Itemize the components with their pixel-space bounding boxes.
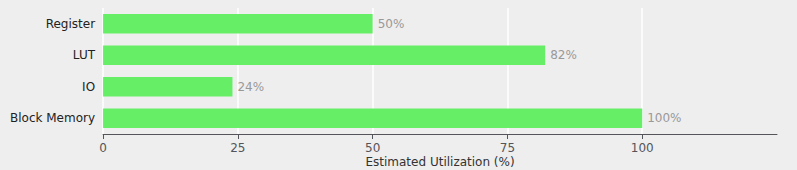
svg-text:50%: 50% <box>378 17 405 31</box>
svg-text:Estimated Utilization (%): Estimated Utilization (%) <box>365 155 514 169</box>
svg-text:IO: IO <box>82 80 95 94</box>
svg-text:50: 50 <box>365 141 380 155</box>
svg-text:75: 75 <box>500 141 515 155</box>
svg-text:Register: Register <box>46 17 95 31</box>
svg-text:LUT: LUT <box>73 48 96 62</box>
svg-text:24%: 24% <box>237 80 264 94</box>
svg-text:25: 25 <box>230 141 245 155</box>
svg-text:82%: 82% <box>550 48 577 62</box>
svg-text:100%: 100% <box>647 111 681 125</box>
svg-text:100: 100 <box>631 141 654 155</box>
svg-text:Block Memory: Block Memory <box>10 111 95 125</box>
svg-text:0: 0 <box>99 141 107 155</box>
